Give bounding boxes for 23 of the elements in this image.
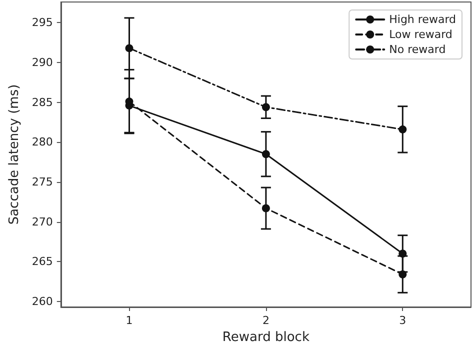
point (125, 44, 134, 52)
y-tick-label: 260 (32, 294, 53, 308)
legend-label: Low reward (389, 28, 452, 41)
x-axis-title: Reward block (222, 330, 310, 345)
point (398, 270, 407, 278)
point (398, 125, 407, 134)
y-tick-label: 285 (32, 96, 53, 109)
y-tick-label: 280 (32, 136, 53, 149)
x-tick-label: 2 (262, 314, 270, 327)
x-tick-label: 3 (399, 314, 406, 327)
y-tick-label: 295 (32, 16, 53, 30)
point (398, 250, 407, 258)
point (262, 204, 270, 212)
y-axis-title: Saccade latency (ms) (7, 84, 22, 225)
legend-label: High reward (389, 13, 456, 26)
y-tick-label: 265 (32, 255, 53, 268)
point (262, 150, 270, 158)
point (262, 103, 270, 112)
x-tick-label: 1 (126, 314, 133, 327)
legend-label: No reward (389, 43, 446, 56)
y-tick-label: 275 (32, 175, 53, 188)
y-tick-label: 270 (32, 215, 53, 228)
y-tick-label: 290 (32, 56, 53, 70)
